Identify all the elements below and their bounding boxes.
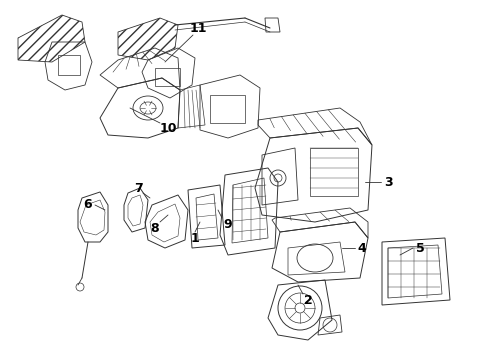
- Text: 5: 5: [416, 242, 424, 255]
- Bar: [210, 95, 245, 123]
- Bar: [155, 68, 180, 86]
- Text: 10: 10: [159, 122, 177, 135]
- Bar: [310, 148, 358, 196]
- Text: 9: 9: [224, 219, 232, 231]
- Text: 8: 8: [151, 221, 159, 234]
- Polygon shape: [118, 18, 178, 60]
- Text: 6: 6: [84, 198, 92, 211]
- Text: 4: 4: [358, 242, 367, 255]
- Text: 7: 7: [134, 181, 143, 194]
- Polygon shape: [18, 15, 85, 62]
- Text: 11: 11: [189, 22, 207, 35]
- Bar: [58, 55, 80, 75]
- Text: 2: 2: [304, 293, 313, 306]
- Text: 3: 3: [384, 175, 392, 189]
- Text: 1: 1: [191, 231, 199, 244]
